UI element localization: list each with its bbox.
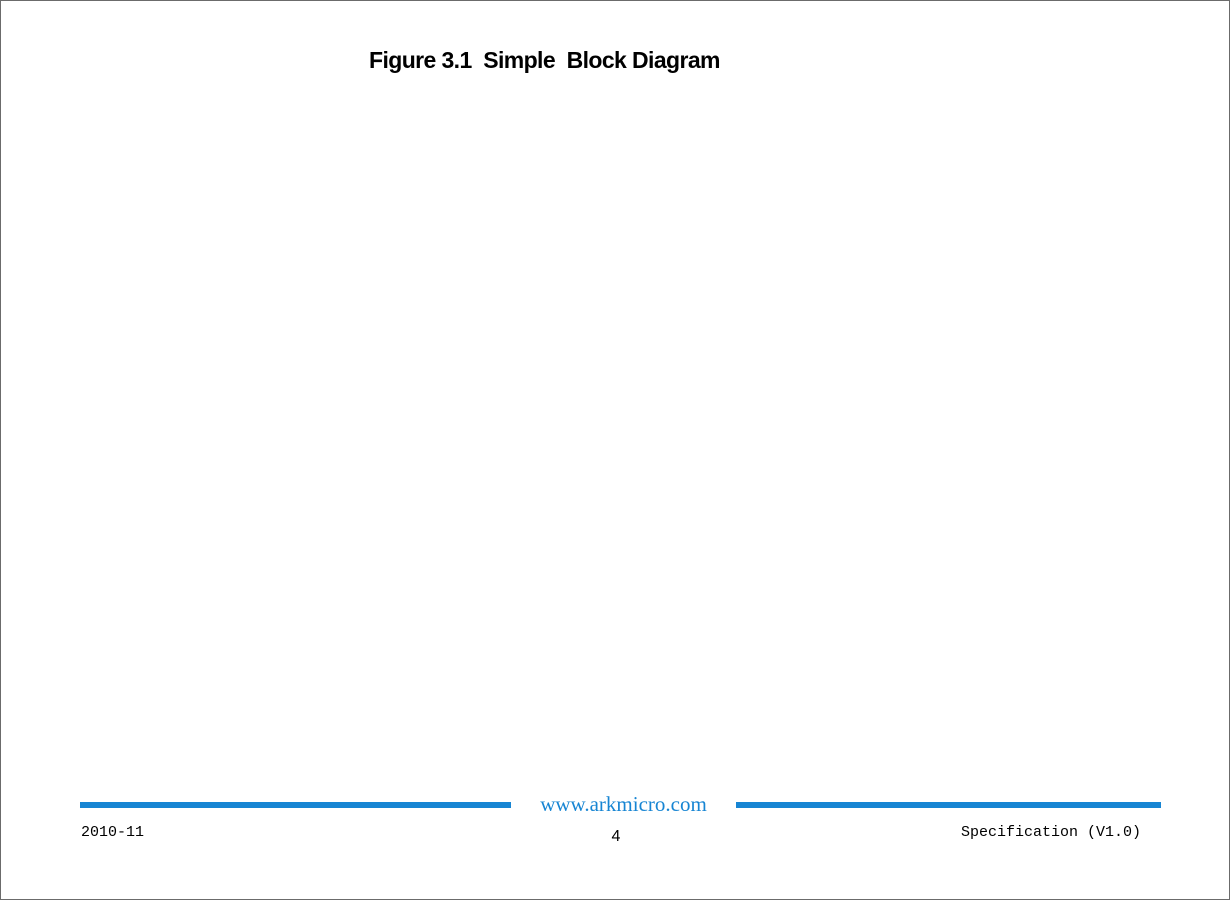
footer-rule-right [736,802,1161,808]
figure-title: Figure 3.1 Simple Block Diagram [369,47,720,73]
footer-website: www.arkmicro.com [540,792,707,816]
page-number: 4 [611,828,621,845]
footer-date: 2010-11 [81,824,145,841]
footer-document-version: Specification (V1.0) [960,824,1141,841]
footer-rule-left [80,802,511,808]
